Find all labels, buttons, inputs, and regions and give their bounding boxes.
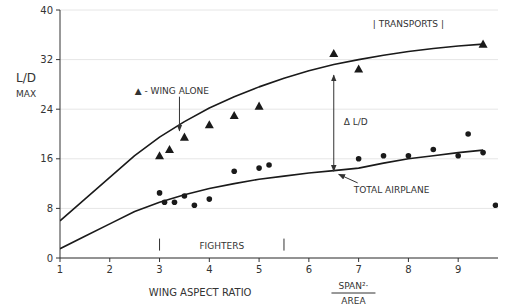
point-circle	[182, 193, 188, 199]
tick-x	[308, 258, 309, 262]
tick-label-x: 7	[355, 264, 361, 275]
x-axis-line	[60, 258, 498, 259]
tick-x	[159, 258, 160, 262]
tick-label-y: 32	[40, 54, 53, 65]
point-circle	[207, 196, 213, 202]
annotation-text: FIGHTERS	[199, 241, 244, 251]
grid-line-y	[60, 59, 498, 60]
annotation-arrow	[179, 97, 180, 131]
grid-line-y	[60, 10, 498, 11]
annotation-text: ▲ - WING ALONE	[135, 86, 210, 96]
tick-y	[56, 208, 60, 209]
tick-y	[56, 109, 60, 110]
point-circle	[256, 165, 262, 171]
grid-line-y	[60, 258, 498, 259]
chart: 0 8 16 24 32 40 1 2 3 4 5 6 7 8 9 L/D MAX WING ASPECT RAT…	[0, 0, 514, 308]
x-axis-label: WING ASPECT RATIO	[149, 287, 252, 298]
tick-x	[259, 258, 260, 262]
tick-x	[209, 258, 210, 262]
tick-label-x: 4	[206, 264, 212, 275]
point-triangle	[479, 40, 488, 48]
point-triangle	[165, 145, 174, 153]
point-circle	[493, 203, 498, 209]
bracket-tick	[159, 239, 160, 251]
tick-label-y: 24	[40, 104, 53, 115]
marks	[60, 40, 498, 249]
point-triangle	[329, 49, 338, 57]
point-circle	[465, 131, 471, 137]
tick-label-x: 2	[107, 264, 113, 275]
point-triangle	[230, 111, 239, 119]
point-triangle	[255, 102, 264, 110]
tick-x	[408, 258, 409, 262]
x-axis-label-numerator: SPAN²‧	[338, 281, 368, 291]
grid-line-y	[60, 158, 498, 159]
tick-x	[358, 258, 359, 262]
tick-label-y: 40	[40, 5, 53, 16]
axes: 0 8 16 24 32 40 1 2 3 4 5 6 7 8 9	[40, 5, 498, 276]
annotation-text: TOTAL AIRPLANE	[353, 185, 430, 195]
fraction-bar	[331, 293, 375, 294]
tick-label-x: 1	[57, 264, 63, 275]
tick-label-y: 0	[47, 253, 53, 264]
point-triangle	[354, 64, 363, 72]
line	[60, 44, 483, 221]
tick-x	[458, 258, 459, 262]
point-circle	[172, 199, 178, 205]
tick-x	[109, 258, 110, 262]
line	[60, 150, 483, 249]
point-triangle	[155, 151, 164, 159]
grid-line-y	[60, 109, 498, 110]
tick-label-y: 16	[40, 153, 53, 164]
point-circle	[231, 168, 237, 174]
annotations: FIGHTERS | TRANSPORTS | Δ L/D ▲ - WING ALON…	[135, 19, 444, 250]
annotation-arrow	[339, 174, 358, 183]
annotation-text: Δ L/D	[344, 117, 368, 127]
point-triangle	[180, 133, 189, 141]
tick-y	[56, 158, 60, 159]
tick-y	[56, 59, 60, 60]
point-circle	[455, 153, 461, 159]
point-circle	[192, 203, 198, 209]
tick-label-x: 6	[306, 264, 312, 275]
grid-line-y	[60, 208, 498, 209]
span-arrow	[333, 75, 334, 171]
tick-y	[56, 258, 60, 259]
tick-label-x: 5	[256, 264, 262, 275]
y-axis-label: L/D	[16, 71, 36, 85]
point-circle	[162, 199, 168, 205]
point-circle	[356, 156, 362, 162]
tick-x	[60, 258, 61, 262]
point-circle	[381, 153, 387, 159]
tick-label-x: 9	[455, 264, 461, 275]
point-triangle	[205, 120, 214, 128]
tick-label-x: 3	[156, 264, 162, 275]
annotation-text: | TRANSPORTS |	[373, 19, 444, 29]
point-circle	[430, 147, 436, 153]
point-circle	[480, 150, 486, 156]
x-axis-label-denominator: AREA	[341, 296, 366, 306]
y-axis-label-sub: MAX	[16, 89, 36, 99]
point-circle	[266, 162, 272, 168]
tick-y	[56, 10, 60, 11]
tick-label-y: 8	[47, 203, 53, 214]
point-circle	[157, 190, 163, 196]
bracket-tick	[283, 239, 284, 251]
tick-label-x: 8	[405, 264, 411, 275]
point-circle	[406, 153, 412, 159]
